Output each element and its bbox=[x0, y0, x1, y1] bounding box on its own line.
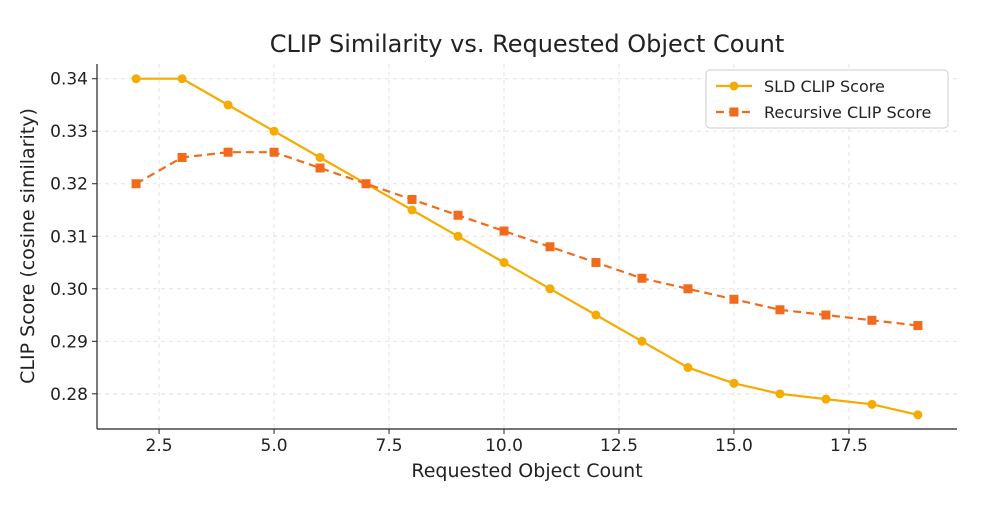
y-tick-label: 0.30 bbox=[50, 280, 88, 300]
data-point bbox=[729, 294, 739, 304]
data-point bbox=[315, 152, 325, 162]
data-point bbox=[729, 378, 739, 388]
x-tick-label: 12.5 bbox=[600, 436, 638, 456]
x-tick-label: 17.5 bbox=[830, 436, 868, 456]
data-point bbox=[223, 147, 233, 157]
grid bbox=[97, 64, 957, 429]
x-tick-label: 10.0 bbox=[485, 436, 523, 456]
ticks: 2.5 5.0 7.5 10.0 12.5 15.0 17.5 0.28 0.29 0.30 0.3… bbox=[50, 70, 868, 456]
x-tick-label: 5.0 bbox=[261, 436, 288, 456]
data-point bbox=[361, 179, 371, 189]
axes bbox=[96, 64, 957, 430]
data-point bbox=[407, 205, 417, 215]
data-point bbox=[637, 273, 647, 283]
data-point bbox=[867, 399, 877, 409]
legend-marker-1 bbox=[729, 81, 739, 91]
data-point bbox=[453, 210, 463, 220]
data-point bbox=[269, 147, 279, 157]
legend: SLD CLIP Score Recursive CLIP Score bbox=[705, 69, 949, 129]
x-tick-label: 15.0 bbox=[715, 436, 753, 456]
chart-title: CLIP Similarity vs. Requested Object Cou… bbox=[270, 30, 785, 58]
data-point bbox=[177, 152, 187, 162]
legend-marker-2 bbox=[729, 107, 739, 117]
data-point bbox=[867, 315, 877, 325]
data-point bbox=[453, 231, 463, 241]
data-point bbox=[591, 258, 601, 268]
x-tick-label: 2.5 bbox=[146, 436, 173, 456]
series-line-2 bbox=[135, 151, 919, 327]
y-tick-label: 0.33 bbox=[50, 122, 88, 142]
data-point bbox=[545, 242, 555, 252]
y-tick-label: 0.29 bbox=[50, 332, 88, 352]
data-point bbox=[821, 394, 831, 404]
data-point bbox=[821, 310, 831, 320]
data-point bbox=[913, 410, 923, 420]
data-point bbox=[131, 74, 141, 84]
y-tick-label: 0.32 bbox=[50, 175, 88, 195]
data-point bbox=[499, 226, 509, 236]
x-tick-label: 7.5 bbox=[376, 436, 403, 456]
legend-label-2: Recursive CLIP Score bbox=[764, 103, 931, 122]
data-point bbox=[407, 194, 417, 204]
y-tick-label: 0.31 bbox=[50, 227, 88, 247]
data-point bbox=[591, 310, 601, 320]
legend-label-1: SLD CLIP Score bbox=[764, 77, 885, 96]
y-axis-title: CLIP Score (cosine similarity) bbox=[17, 108, 39, 384]
data-point bbox=[499, 258, 509, 268]
data-point bbox=[269, 126, 279, 136]
y-tick-label: 0.34 bbox=[50, 70, 88, 90]
data-point bbox=[177, 74, 187, 84]
data-point bbox=[315, 163, 325, 173]
data-point bbox=[775, 305, 785, 315]
data-point bbox=[775, 389, 785, 399]
data-point bbox=[913, 321, 923, 331]
y-tick-label: 0.28 bbox=[50, 385, 88, 405]
data-point bbox=[545, 284, 555, 294]
data-point bbox=[683, 284, 693, 294]
data-point bbox=[683, 363, 693, 373]
series-layer bbox=[131, 74, 923, 420]
data-point bbox=[131, 179, 141, 189]
data-point bbox=[637, 336, 647, 346]
x-axis-title: Requested Object Count bbox=[411, 460, 642, 482]
series-line-1 bbox=[136, 77, 919, 416]
data-point bbox=[223, 100, 233, 110]
legend-box bbox=[705, 69, 949, 129]
